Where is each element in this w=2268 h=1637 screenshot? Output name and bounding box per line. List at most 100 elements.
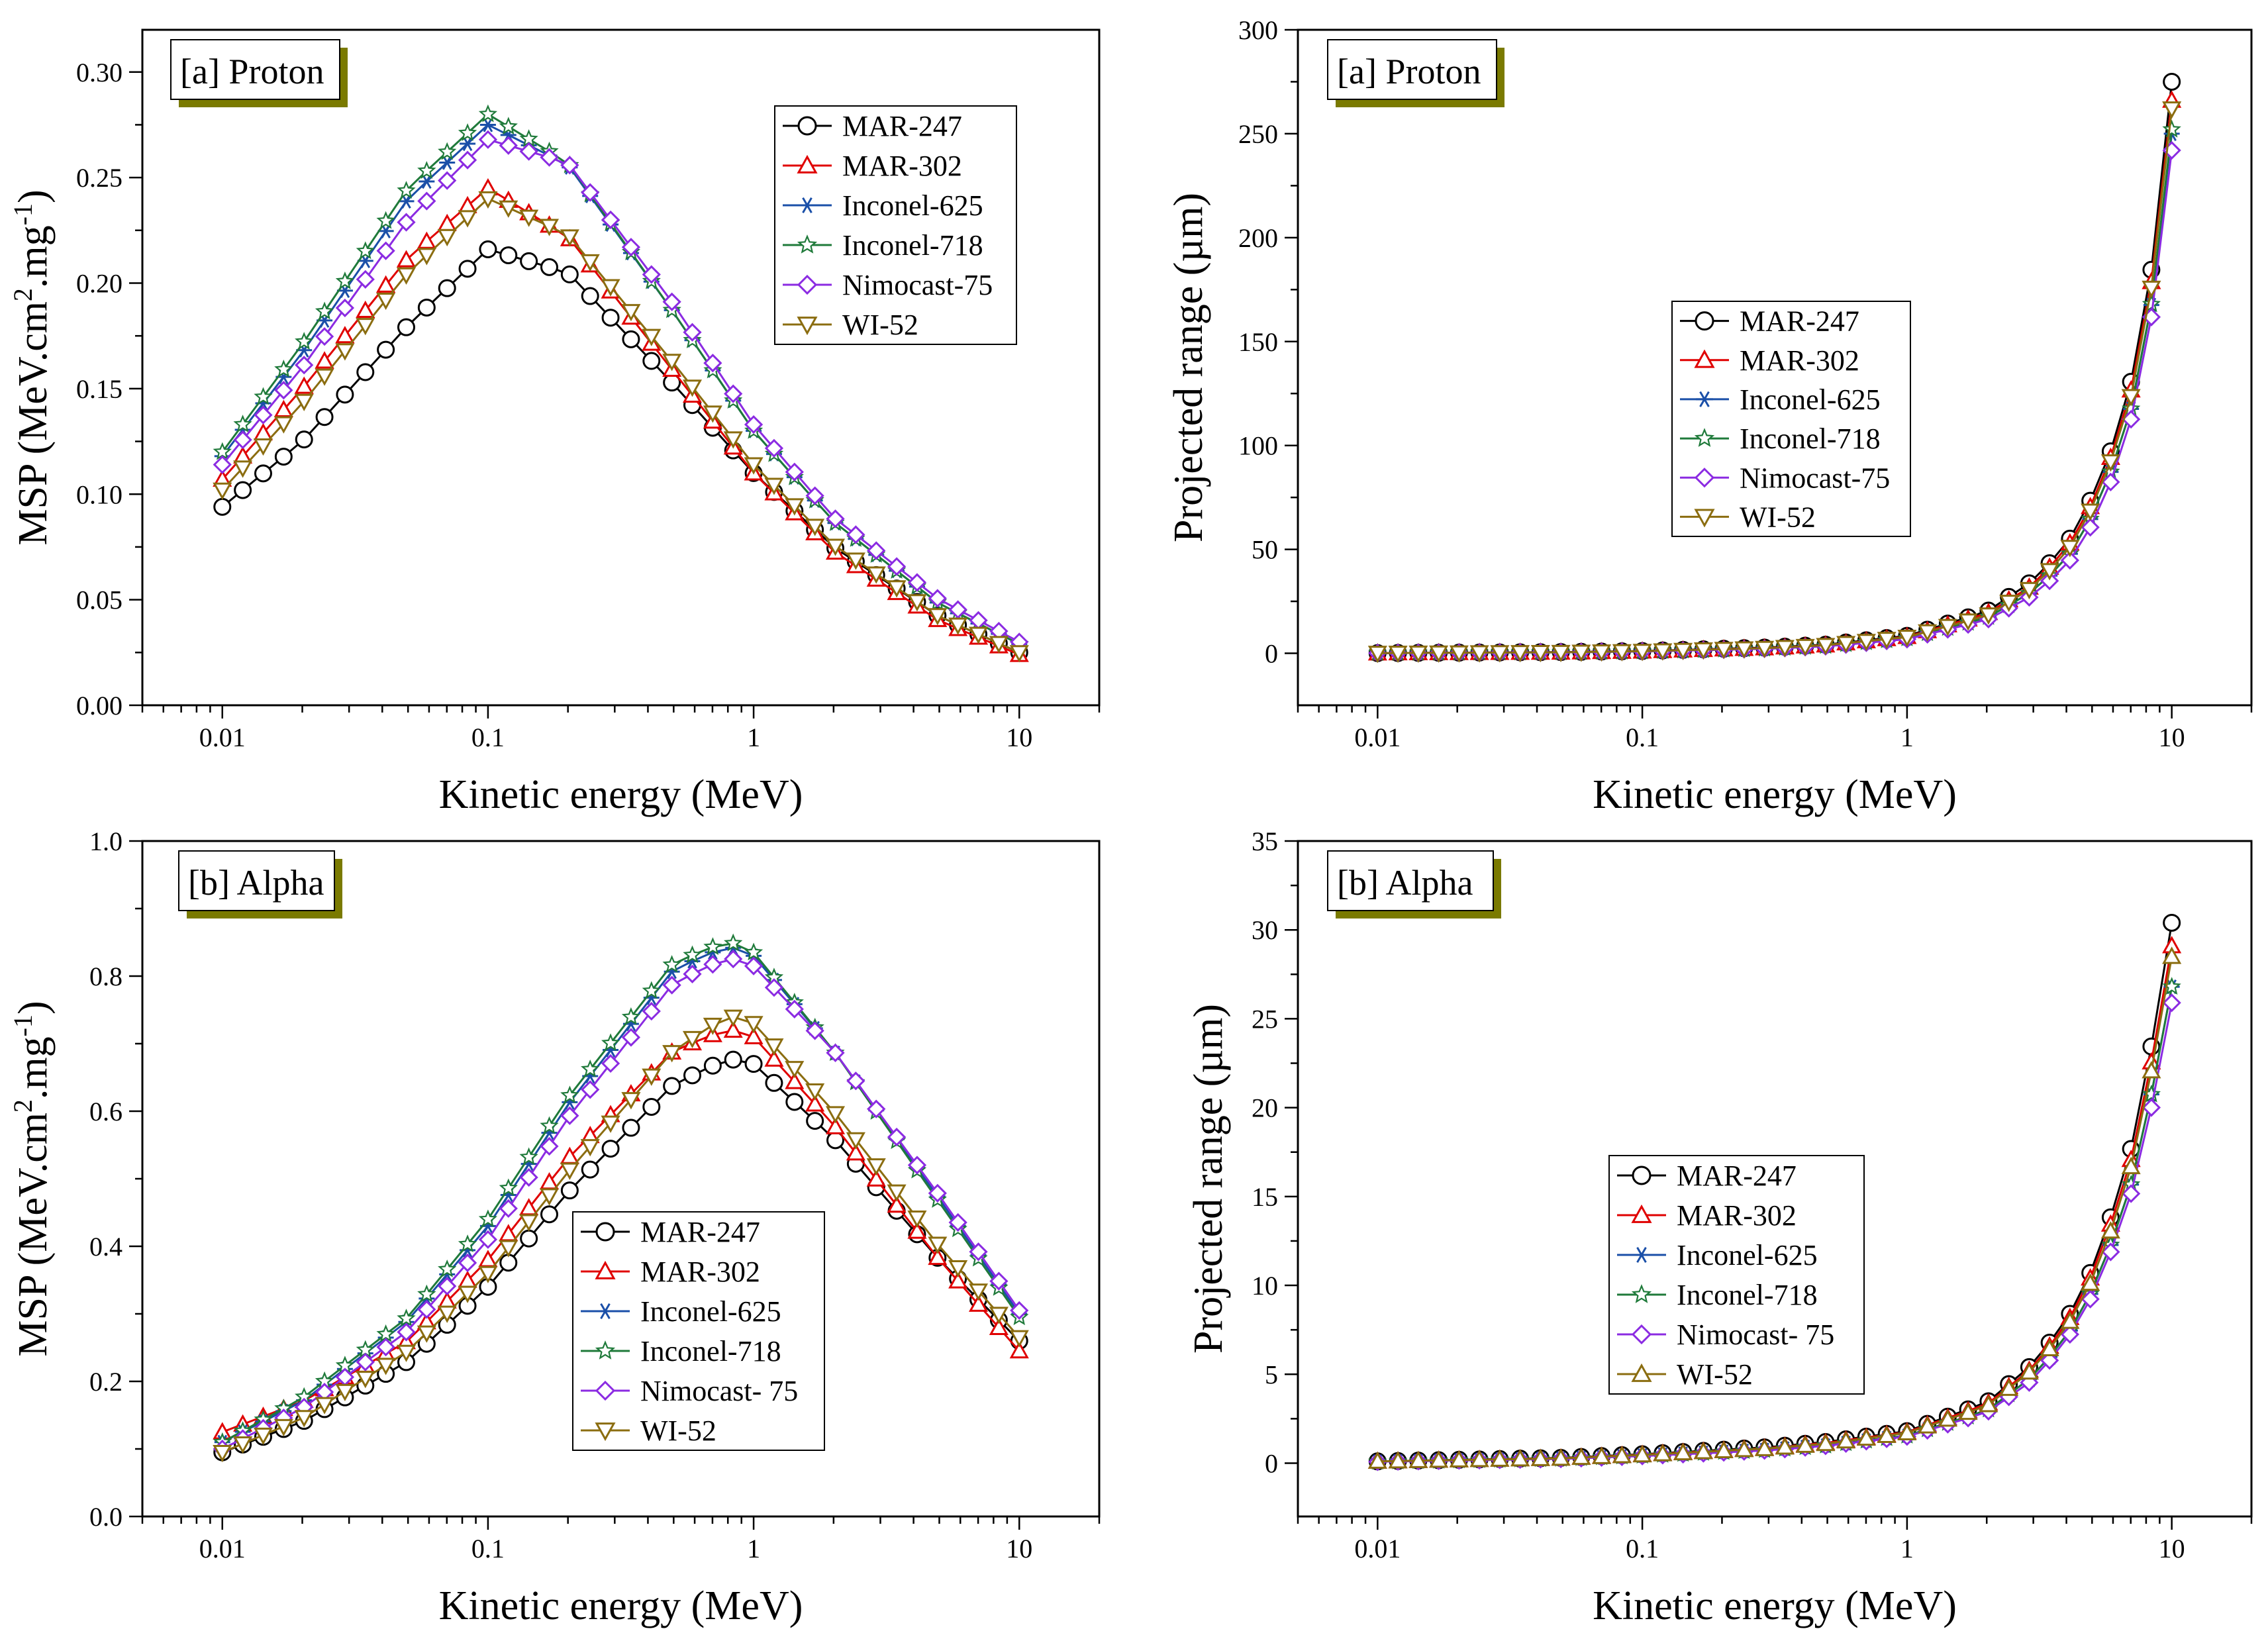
legend-box <box>1608 1155 1865 1395</box>
data-point <box>621 1028 641 1047</box>
x-tick-label: 0.1 <box>1626 722 1659 752</box>
x-axis-title: Kinetic energy (MeV) <box>1593 1583 1957 1628</box>
x-tick-label: 0.01 <box>199 722 246 752</box>
data-point <box>315 368 334 386</box>
legend-swatch-marker <box>799 197 816 214</box>
data-point <box>1429 1450 1449 1468</box>
data-point <box>1009 1341 1029 1359</box>
data-point <box>581 1160 599 1179</box>
series-line <box>221 197 1020 654</box>
data-point <box>1612 644 1632 662</box>
legend-entry: Inconel-625 <box>581 1295 781 1328</box>
data-point <box>254 464 272 483</box>
data-point <box>785 999 804 1018</box>
x-tick-label: 1 <box>1900 722 1914 752</box>
data-point <box>1775 1437 1795 1455</box>
data-point <box>1856 1428 1876 1446</box>
data-point <box>2142 280 2161 299</box>
data-point <box>376 275 396 293</box>
data-point <box>1469 645 1489 663</box>
data-point <box>540 1116 559 1134</box>
plot-frame <box>1297 28 2253 707</box>
data-point <box>1918 1416 1938 1434</box>
legend-swatch-marker <box>595 1380 616 1401</box>
data-point <box>724 933 743 952</box>
legend-label: Inconel-625 <box>842 189 983 222</box>
data-point <box>703 1017 722 1036</box>
data-point <box>968 1294 989 1312</box>
y-tick-label: 30 <box>1252 915 1278 945</box>
data-point <box>1877 632 1897 650</box>
legend-label: Inconel-625 <box>640 1295 781 1328</box>
data-point <box>703 354 722 373</box>
data-point <box>825 538 846 556</box>
data-point <box>274 381 293 400</box>
panel-tag <box>1327 850 1501 918</box>
data-point <box>580 1139 600 1157</box>
y-tick-label: 0.4 <box>89 1232 123 1262</box>
data-point <box>356 1352 375 1371</box>
panel-proton-range: Kinetic energy (MeV) 0.01 0.1 1 10050100150… <box>1166 15 2253 817</box>
data-point <box>1999 1378 2019 1396</box>
data-point <box>520 252 538 270</box>
x-tick-label: 0.1 <box>471 1534 505 1563</box>
data-point <box>968 626 989 644</box>
panel-alpha-range: Kinetic energy (MeV) 0.01 0.1 1 10 0 5 10 15 20 2… <box>1186 826 2253 1628</box>
data-point <box>682 1030 703 1049</box>
y-tick-label: 200 <box>1238 223 1278 253</box>
data-point <box>663 1077 681 1095</box>
data-point <box>867 541 886 560</box>
data-point <box>233 415 252 433</box>
legend-entry: Nimocast- 75 <box>581 1375 798 1407</box>
data-point <box>989 1317 1009 1336</box>
data-point <box>1714 1440 1734 1458</box>
data-point <box>2040 1338 2059 1356</box>
data-point <box>2162 119 2181 138</box>
data-point <box>2040 563 2059 581</box>
x-tick-label: 10 <box>1006 722 1032 752</box>
data-point <box>315 408 334 426</box>
panel-tag <box>1327 39 1504 107</box>
data-point <box>2142 1098 2161 1117</box>
series-nimocast-75 <box>213 950 1029 1459</box>
data-point <box>928 1236 948 1254</box>
panel-tag-box <box>178 850 335 911</box>
data-point <box>764 438 784 458</box>
data-point <box>1856 634 1876 652</box>
data-point <box>1836 636 1856 654</box>
data-point <box>1408 645 1428 664</box>
y-tick-label: 150 <box>1238 327 1278 357</box>
legend-swatch-marker <box>1696 391 1713 407</box>
y-tick-label: 0.15 <box>76 374 123 404</box>
data-point <box>2060 1311 2080 1329</box>
series-wi-52 <box>1367 101 2182 664</box>
data-point <box>377 340 395 359</box>
series-line <box>221 138 1020 643</box>
legend-entry: MAR-247 <box>1680 305 1859 338</box>
y-tick-label: 35 <box>1252 826 1278 856</box>
data-point <box>1673 642 1693 660</box>
data-point <box>213 482 232 500</box>
y-tick-label: 0.25 <box>76 163 123 193</box>
data-point <box>724 384 743 403</box>
data-point <box>928 608 948 626</box>
y-tick-label: 1.0 <box>89 826 123 856</box>
data-point <box>1571 1447 1591 1465</box>
data-point <box>581 1080 600 1099</box>
data-point <box>1877 1425 1897 1444</box>
data-point <box>356 300 375 319</box>
data-point <box>376 292 396 311</box>
data-point <box>458 1234 477 1253</box>
legend-swatch-marker <box>1694 428 1715 447</box>
panel-alpha-msp: Kinetic energy (MeV) 0.01 0.1 1 10 0.0 0.2 0.4… <box>8 826 1101 1628</box>
data-point <box>601 1115 620 1133</box>
data-point <box>376 241 395 260</box>
legend-entry: MAR-302 <box>581 1256 760 1288</box>
data-point <box>806 1112 824 1130</box>
data-point <box>253 438 273 456</box>
data-point <box>437 228 457 247</box>
legend: MAR-247 MAR-302 Inconel-625 Inconel-718 Nimo… <box>1608 1155 1865 1395</box>
data-point <box>2163 72 2181 91</box>
y-tick-label: 0.20 <box>76 269 123 299</box>
data-point <box>1673 1442 1693 1461</box>
